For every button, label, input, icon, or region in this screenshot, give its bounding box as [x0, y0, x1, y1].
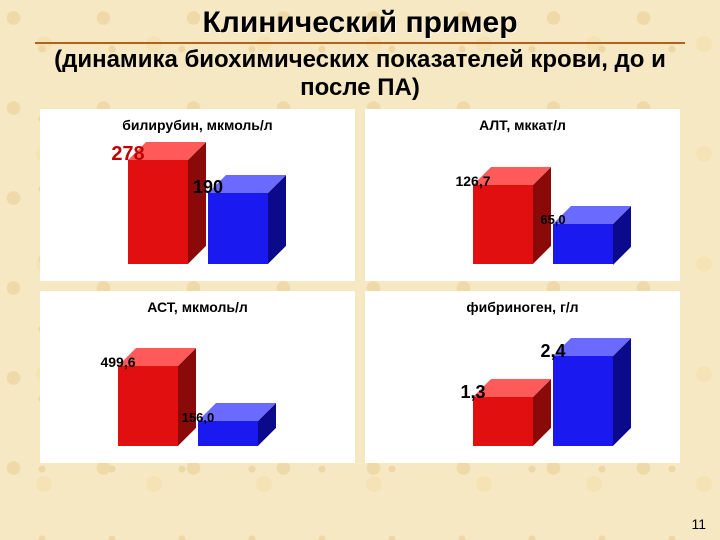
panel-title: фибриноген, г/л: [373, 299, 672, 315]
title-underline: [35, 42, 685, 44]
plot-1: 126,7 65,0: [373, 139, 672, 264]
bar-side: [613, 338, 631, 446]
bar-label: 2,4: [523, 341, 583, 362]
bar-label: 126,7: [443, 173, 503, 189]
plot-2: 499,6 156,0: [48, 321, 347, 446]
bar-side: [178, 348, 196, 446]
panel-title: билирубин, мкмоль/л: [48, 117, 347, 133]
plot-0: 278 190: [48, 139, 347, 264]
panel-2: АСТ, мкмоль/л 499,6 156,0: [40, 291, 355, 463]
bar-front: [473, 397, 533, 446]
panel-3: фибриноген, г/л 1,3 2,4: [365, 291, 680, 463]
page-title: Клинический пример: [0, 0, 720, 40]
bar-label: 190: [178, 177, 238, 198]
page-number: 11: [691, 516, 706, 532]
panel-0: билирубин, мкмоль/л 278 190: [40, 109, 355, 281]
panel-title: АСТ, мкмоль/л: [48, 299, 347, 315]
bar-label: 499,6: [88, 354, 148, 370]
bar-front: [208, 193, 268, 264]
panel-1: АЛТ, мккат/л 126,7 65,0: [365, 109, 680, 281]
bar-front: [553, 356, 613, 446]
bar-front: [128, 160, 188, 264]
bar-front: [118, 366, 178, 446]
page-subtitle: (динамика биохимических показателей кров…: [50, 46, 670, 101]
bar-label: 1,3: [443, 382, 503, 403]
panel-title: АЛТ, мккат/л: [373, 117, 672, 133]
bar-label: 156,0: [168, 410, 228, 425]
bar-label: 278: [98, 143, 158, 166]
bar-front: [553, 224, 613, 265]
bar-side: [188, 142, 206, 264]
plot-3: 1,3 2,4: [373, 321, 672, 446]
bar-label: 65,0: [523, 212, 583, 227]
chart-grid: билирубин, мкмоль/л 278 190 АЛТ, мккат/л …: [40, 109, 680, 463]
